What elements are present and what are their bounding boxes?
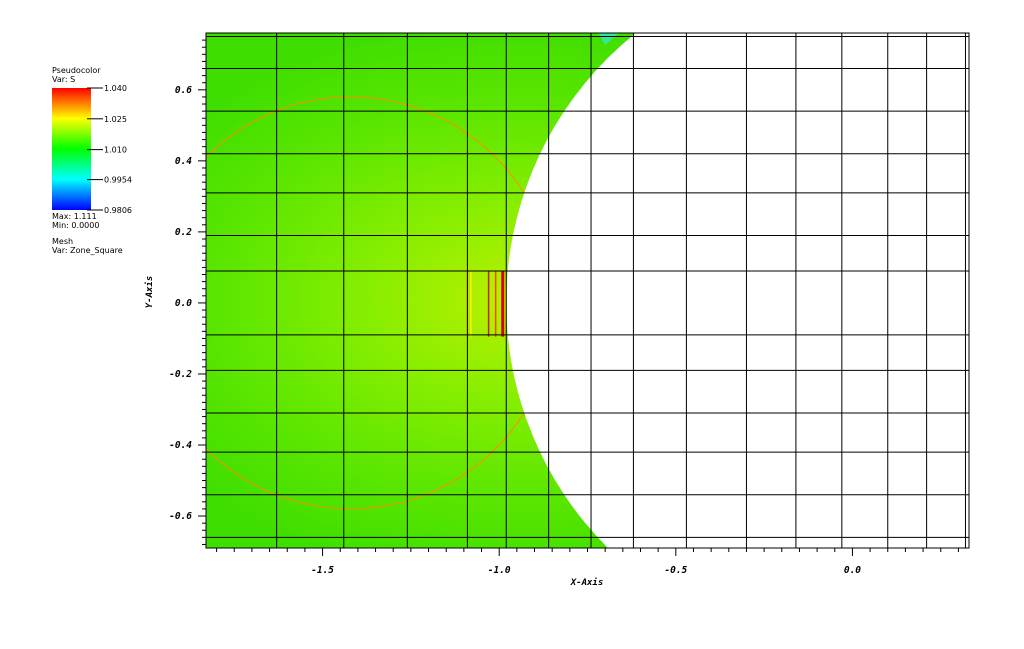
legend-min: Min: 0.0000 — [52, 221, 123, 230]
x-axis-title: X-Axis — [570, 577, 604, 588]
x-tick-labels: -1.5 -1.0 -0.5 0.0 — [311, 565, 861, 576]
legend-pseudocolor-title: Pseudocolor — [52, 66, 123, 75]
legend-pseudocolor-var: Var: S — [52, 75, 123, 84]
y-tick-labels: 0.6 0.4 0.2 0.0 -0.2 -0.4 -0.6 — [169, 85, 192, 522]
legend-mesh-title: Mesh — [52, 237, 123, 246]
x-tick-label: -1.5 — [311, 565, 334, 576]
y-tick-label: 0.6 — [175, 85, 192, 96]
y-tick-label: -0.4 — [169, 440, 192, 451]
y-tick-label: 0.4 — [175, 156, 192, 167]
y-tick-label: 0.2 — [175, 227, 192, 238]
legend: Pseudocolor Var: S Max: 1.111 Min: 0.000… — [52, 66, 123, 255]
x-tick-label: 0.0 — [844, 565, 861, 576]
field-region — [206, 33, 969, 548]
x-tick-label: -1.0 — [488, 565, 511, 576]
y-tick-label: 0.0 — [175, 298, 192, 309]
x-tick-label: -0.5 — [664, 565, 687, 576]
y-axis-title: Y-Axis — [144, 276, 155, 309]
y-tick-label: -0.6 — [169, 511, 192, 522]
y-tick-label: -0.2 — [169, 369, 192, 380]
legend-mesh-var: Var: Zone_Square — [52, 246, 123, 255]
legend-max: Max: 1.111 — [52, 212, 123, 221]
